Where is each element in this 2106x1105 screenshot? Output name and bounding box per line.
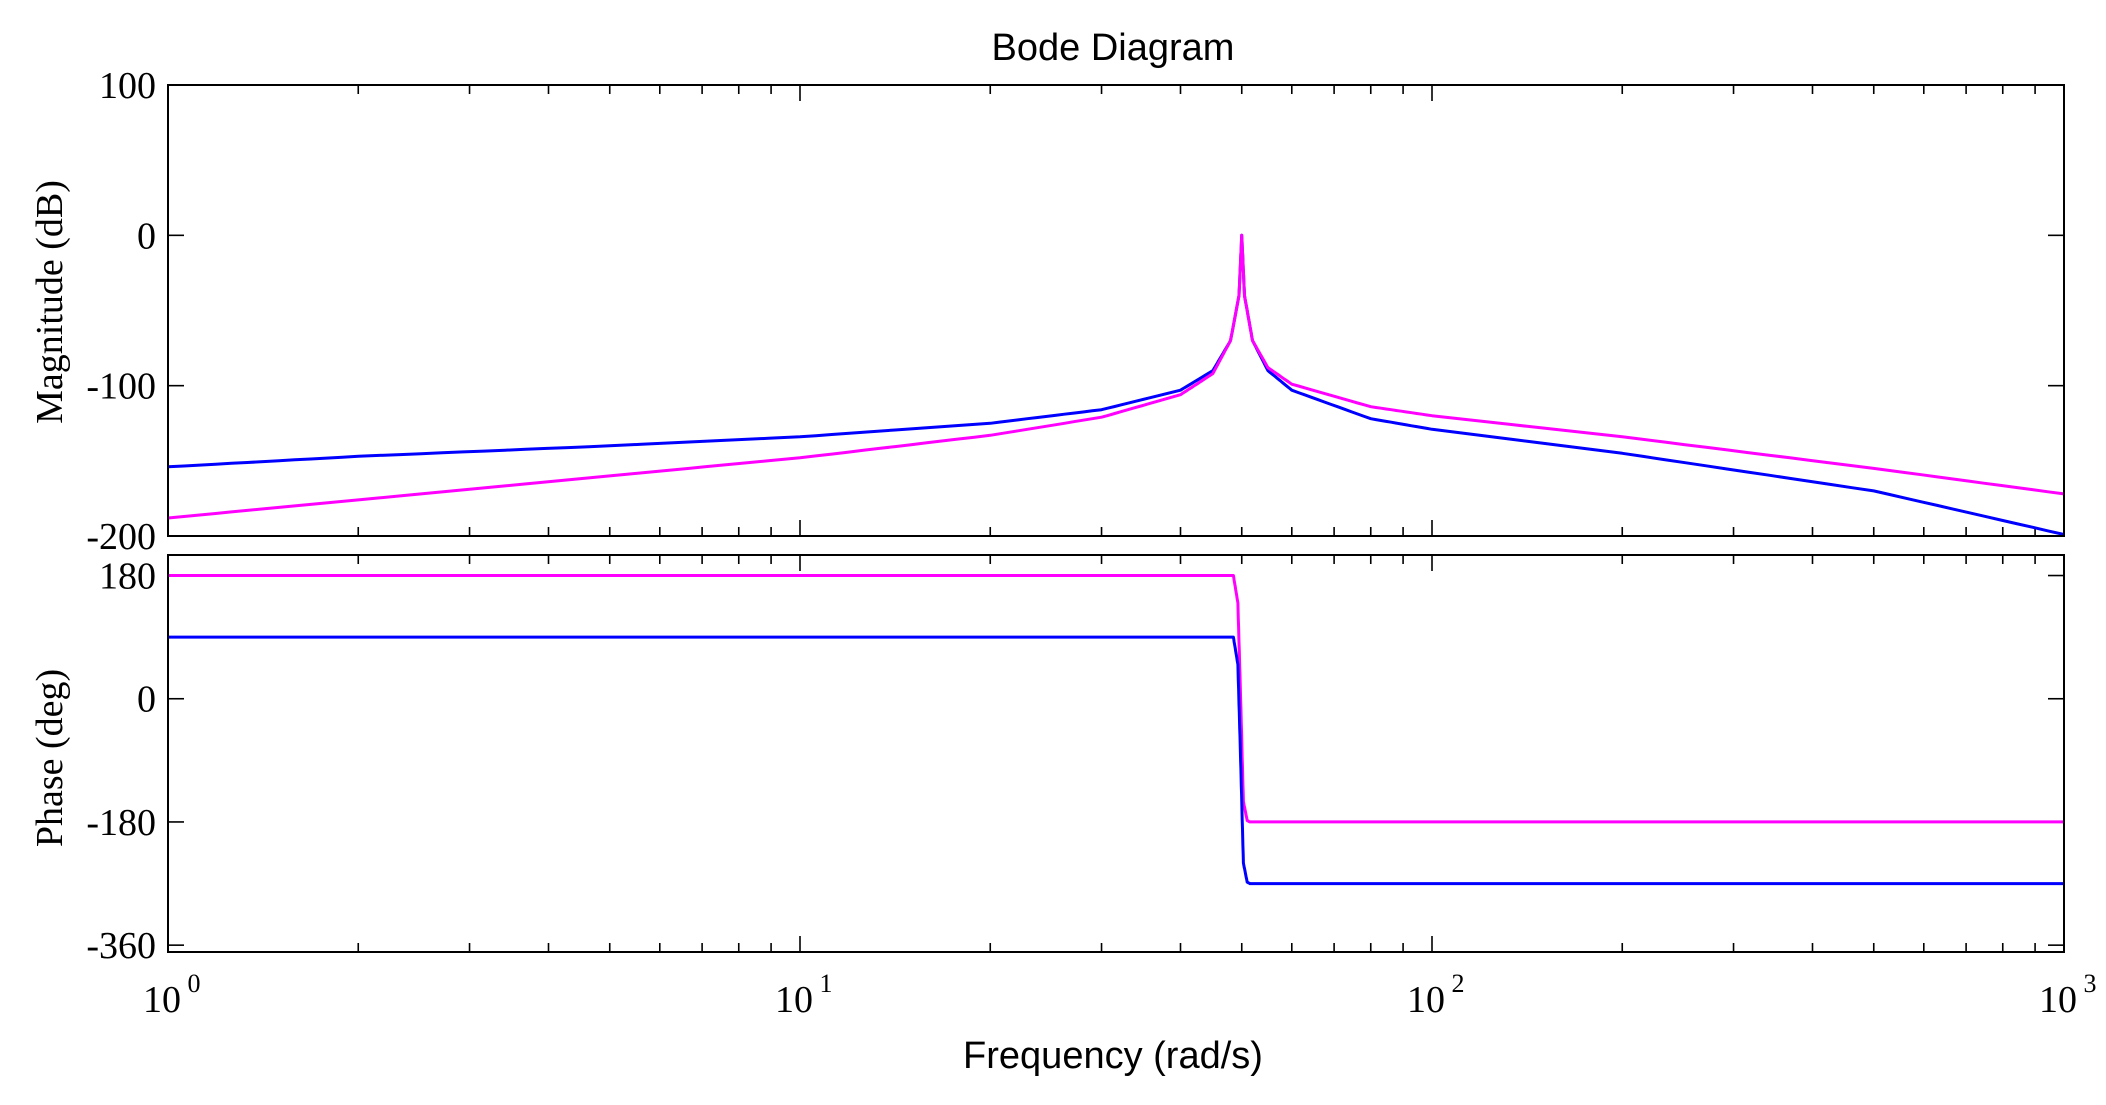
x-tick-label: 10 [1407, 979, 1445, 1021]
magnitude-tick-marks [168, 84, 2064, 537]
x-axis-label: Frequency (rad/s) [963, 1035, 1263, 1077]
x-tick-label: 10 [2039, 979, 2077, 1021]
y-tick-label: 0 [137, 679, 156, 721]
phase-ytick-labels: 180 0 -180 -360 [86, 556, 156, 968]
x-tick-labels: 10 0 10 1 10 2 10 3 [143, 969, 2097, 1021]
magnitude-axes-frame [167, 84, 2065, 537]
x-tick-exponent: 1 [820, 969, 833, 998]
y-tick-label: -360 [86, 925, 156, 967]
magnitude-series [167, 233, 2065, 536]
chart-title: Bode Diagram [992, 27, 1235, 69]
phase-series [168, 574, 2064, 886]
y-tick-label: -200 [86, 516, 156, 558]
x-tick-label: 10 [775, 979, 813, 1021]
magnitude-ylabel: Magnitude (dB) [29, 180, 71, 424]
phase-series-line-1 [168, 574, 2064, 824]
phase-axes: 180 0 -180 -360 [86, 554, 2065, 968]
y-tick-label: 0 [137, 215, 156, 257]
x-tick-exponent: 0 [188, 969, 201, 998]
phase-series-line-2 [168, 635, 2064, 886]
x-tick-exponent: 2 [1452, 969, 1465, 998]
y-tick-label: -100 [86, 366, 156, 408]
y-tick-label: 100 [99, 65, 156, 107]
phase-axes-frame [167, 554, 2065, 953]
y-tick-label: -180 [86, 802, 156, 844]
y-tick-label: 180 [99, 556, 156, 598]
phase-tick-marks [168, 555, 2064, 952]
magnitude-series-line-2 [167, 233, 2065, 520]
x-tick-label: 10 [143, 979, 181, 1021]
magnitude-axes: 100 0 -100 -200 [86, 65, 2065, 558]
phase-ylabel: Phase (deg) [29, 669, 71, 847]
x-tick-exponent: 3 [2084, 969, 2097, 998]
magnitude-ytick-labels: 100 0 -100 -200 [86, 65, 156, 558]
